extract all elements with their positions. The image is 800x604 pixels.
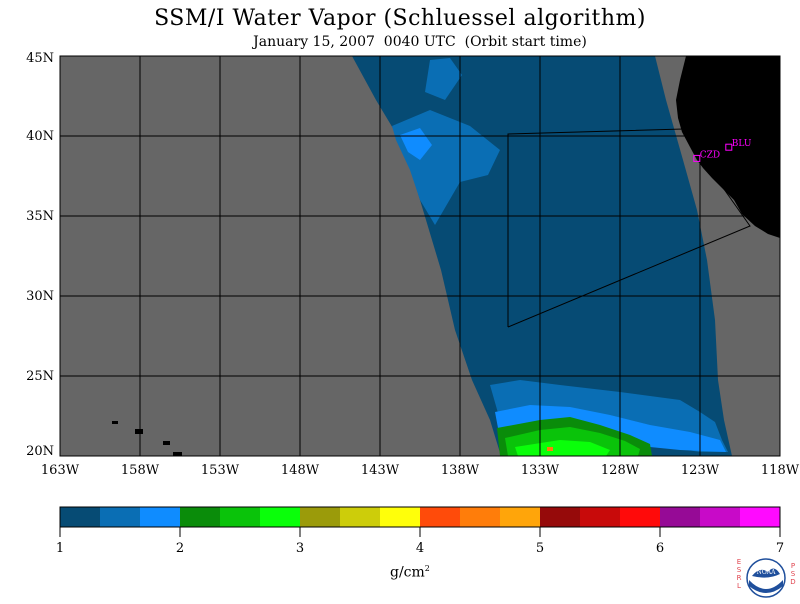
- lon-label: 143W: [361, 463, 400, 478]
- map-subtitle: January 15, 2007 0040 UTC (Orbit start t…: [253, 34, 587, 50]
- lat-label: 20N: [26, 444, 54, 459]
- lon-label: 158W: [121, 463, 160, 478]
- station-label: CZD: [700, 150, 720, 160]
- colorbar: 1 2 3 4 5 6 7: [56, 506, 784, 556]
- colorbar-swatch: [740, 507, 781, 527]
- map-frame: [59, 55, 781, 457]
- station-marker: [693, 154, 701, 162]
- colorbar-swatch: [500, 507, 541, 527]
- lon-label: 118W: [761, 463, 800, 478]
- colorbar-swatch: [620, 507, 661, 527]
- lon-label: 133W: [521, 463, 560, 478]
- colorbar-tick-label: 6: [656, 541, 664, 556]
- lon-label: 123W: [681, 463, 720, 478]
- swath-blue-patch-2: [425, 58, 462, 100]
- units-label: g/cm2: [390, 564, 430, 581]
- colorbar-tick-label: 2: [176, 541, 184, 556]
- colorbar-tick-label: 3: [296, 541, 304, 556]
- colorbar-tick-label: 1: [56, 541, 64, 556]
- lon-labels: 163W 158W 153W 148W 143W 138W 133W 128W 123W 118W: [41, 463, 800, 478]
- grid-lines: [60, 56, 780, 456]
- colorbar-swatch: [180, 507, 221, 527]
- colorbar-swatch: [700, 507, 741, 527]
- lon-label: 163W: [41, 463, 80, 478]
- colorbar-swatch: [260, 507, 301, 527]
- land-north-america: [676, 56, 780, 238]
- station-marker: [725, 143, 733, 151]
- island-2: [135, 429, 143, 434]
- noaa-emblem: NOAA: [746, 558, 786, 598]
- lon-label: 153W: [201, 463, 240, 478]
- colorbar-swatch: [580, 507, 621, 527]
- colorbar-swatch: [420, 507, 461, 527]
- colorbar-tick-label: 7: [776, 541, 784, 556]
- colorbar-swatch: [60, 507, 101, 527]
- lat-label: 40N: [26, 129, 54, 144]
- lat-label: 30N: [26, 289, 54, 304]
- map-title: SSM/I Water Vapor (Schluessel algorithm): [154, 6, 646, 31]
- colorbar-swatch: [660, 507, 701, 527]
- colorbar-swatch: [100, 507, 141, 527]
- lat-label: 35N: [26, 209, 54, 224]
- lat-label: 25N: [26, 369, 54, 384]
- swath-orange-speck: [547, 447, 553, 451]
- colorbar-swatch: [140, 507, 181, 527]
- island-1: [112, 421, 118, 424]
- colorbar-swatch: [340, 507, 381, 527]
- colorbar-swatch: [220, 507, 261, 527]
- lat-label: 45N: [26, 51, 54, 66]
- noaa-text: NOAA: [757, 569, 777, 576]
- swath-lime: [515, 440, 610, 456]
- island-4: [173, 452, 182, 456]
- colorbar-swatch: [300, 507, 341, 527]
- colorbar-swatch: [460, 507, 501, 527]
- colorbar-tick-label: 5: [536, 541, 544, 556]
- colorbar-swatch: [380, 507, 421, 527]
- lon-label: 138W: [441, 463, 480, 478]
- island-3: [163, 441, 170, 445]
- colorbar-swatch: [540, 507, 581, 527]
- colorbar-tick-label: 4: [416, 541, 424, 556]
- station-markers: CZD BLU: [693, 139, 752, 162]
- station-label: BLU: [732, 139, 752, 149]
- study-region-outline: [507, 128, 751, 328]
- lon-label: 128W: [601, 463, 640, 478]
- lat-labels: 45N 40N 35N 30N 25N 20N: [26, 51, 54, 459]
- lon-label: 148W: [281, 463, 320, 478]
